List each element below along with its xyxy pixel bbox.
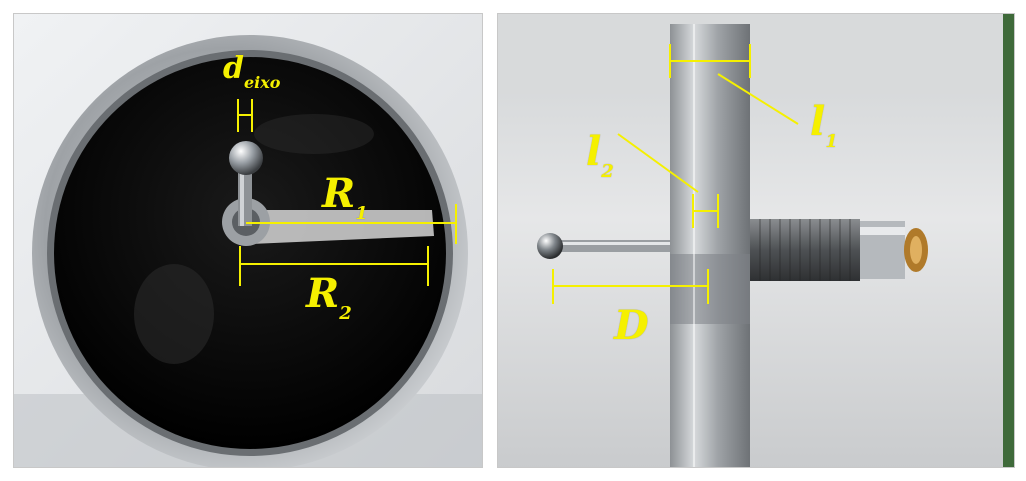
annotation-lines-right [552, 44, 799, 304]
label-r2: R2 [306, 270, 352, 324]
disc-side-view-image [498, 14, 1014, 467]
label-l1: l1 [810, 98, 838, 152]
annotation-lines-left [237, 99, 457, 286]
disc-top-view-image [14, 14, 482, 467]
left-photo-disc-top-view: deixo R1 R2 [13, 13, 483, 468]
right-photo-disc-side-view: l1 l2 D [497, 13, 1015, 468]
label-l2: l2 [586, 128, 614, 182]
label-d-diameter: D [614, 302, 649, 349]
label-d-eixo: deixo [223, 51, 281, 92]
label-r1: R1 [322, 170, 368, 224]
